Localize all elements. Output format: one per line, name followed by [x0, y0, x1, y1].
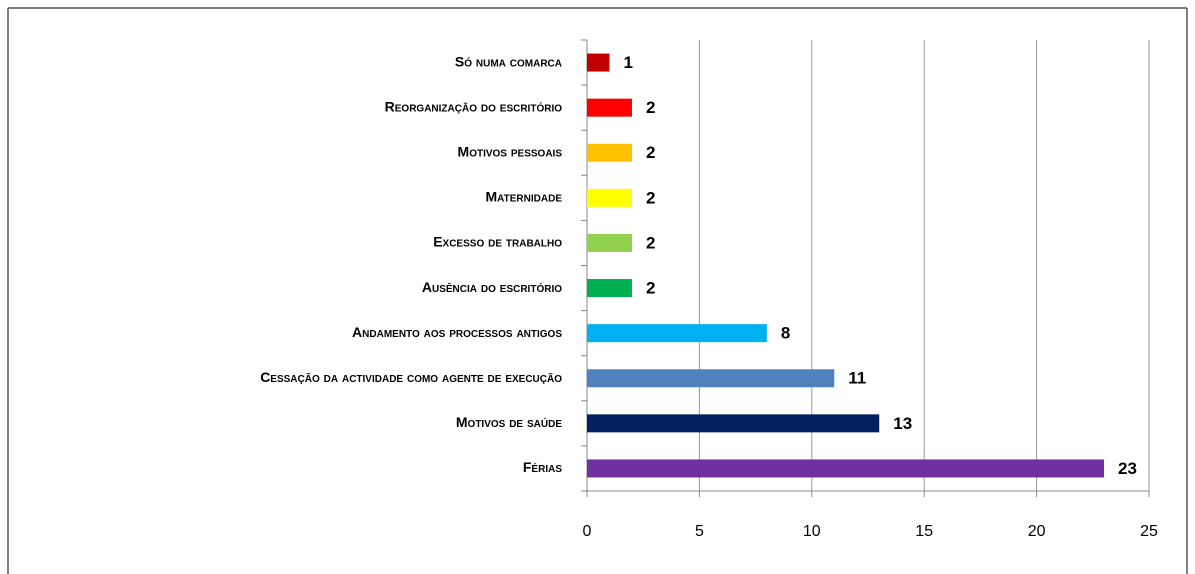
value-label: 2 [646, 233, 655, 252]
value-label: 2 [646, 143, 655, 162]
value-label: 23 [1118, 459, 1137, 478]
value-label: 8 [781, 324, 790, 343]
category-label: Só numa comarca [455, 53, 562, 69]
x-tick-label: 0 [583, 523, 592, 540]
value-label: 2 [646, 279, 655, 298]
bar [587, 369, 835, 388]
category-label: Motivos de saúde [456, 414, 562, 430]
value-label: 1 [623, 53, 632, 72]
category-label: Férias [523, 459, 562, 475]
bar [587, 459, 1105, 478]
bar [587, 53, 610, 72]
x-tick-label: 20 [1028, 523, 1046, 540]
value-label: 2 [646, 188, 655, 207]
category-label: Motivos pessoais [458, 143, 563, 159]
bar [587, 233, 632, 252]
bar [587, 414, 880, 433]
value-label: 13 [893, 414, 912, 433]
x-tick-label: 25 [1140, 523, 1158, 540]
x-tick-label: 15 [915, 523, 933, 540]
value-label: 2 [646, 98, 655, 117]
category-label: Cessação da actividade como agente de ex… [260, 369, 562, 385]
bar [587, 324, 767, 343]
category-label: Reorganização do escritório [385, 98, 563, 114]
category-label: Andamento aos processos antigos [352, 324, 562, 340]
x-tick-label: 5 [695, 523, 704, 540]
category-label: Excesso de trabalho [433, 234, 562, 250]
bar [587, 98, 632, 117]
bar [587, 143, 632, 162]
bar [587, 188, 632, 207]
value-label: 11 [848, 369, 866, 388]
category-label: Maternidade [486, 189, 563, 205]
bar [587, 279, 632, 298]
x-tick-label: 10 [803, 523, 821, 540]
category-label: Ausência do escritório [422, 279, 562, 295]
